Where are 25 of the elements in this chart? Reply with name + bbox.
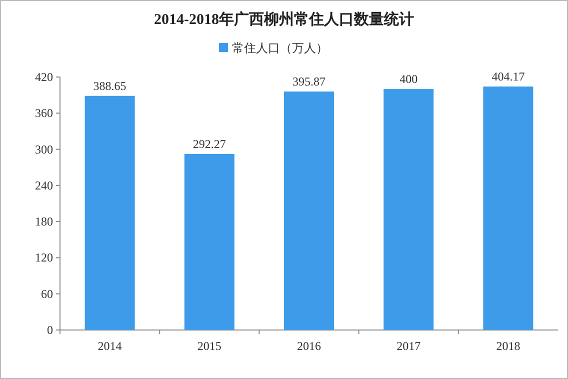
x-tick-label: 2014 [98, 339, 122, 353]
data-label: 388.65 [93, 78, 126, 93]
x-tick-label: 2018 [496, 339, 520, 353]
x-tick-label: 2016 [297, 339, 321, 353]
bar [284, 92, 334, 330]
data-label: 292.27 [192, 136, 226, 151]
y-tick-label: 120 [35, 250, 53, 265]
y-tick-label: 360 [35, 106, 53, 120]
data-label: 404.17 [492, 70, 525, 84]
legend: 常住人口（万人） [219, 41, 328, 55]
y-tick-label: 300 [35, 142, 53, 156]
bar [184, 154, 234, 330]
bar [384, 89, 434, 330]
chart-title: 2014-2018年广西柳州常住人口数量统计 [154, 10, 414, 28]
y-tick-label: 240 [35, 178, 53, 192]
y-tick-label: 0 [47, 323, 53, 337]
bar [483, 86, 534, 330]
y-tick-label: 420 [35, 70, 53, 84]
x-tick-label: 2017 [396, 339, 421, 353]
bar [84, 96, 135, 330]
x-tick-label: 2015 [197, 339, 222, 353]
data-label: 395.87 [292, 74, 326, 89]
y-tick-label: 60 [41, 286, 53, 301]
y-tick-label: 180 [35, 214, 53, 229]
data-label: 400 [400, 72, 418, 86]
